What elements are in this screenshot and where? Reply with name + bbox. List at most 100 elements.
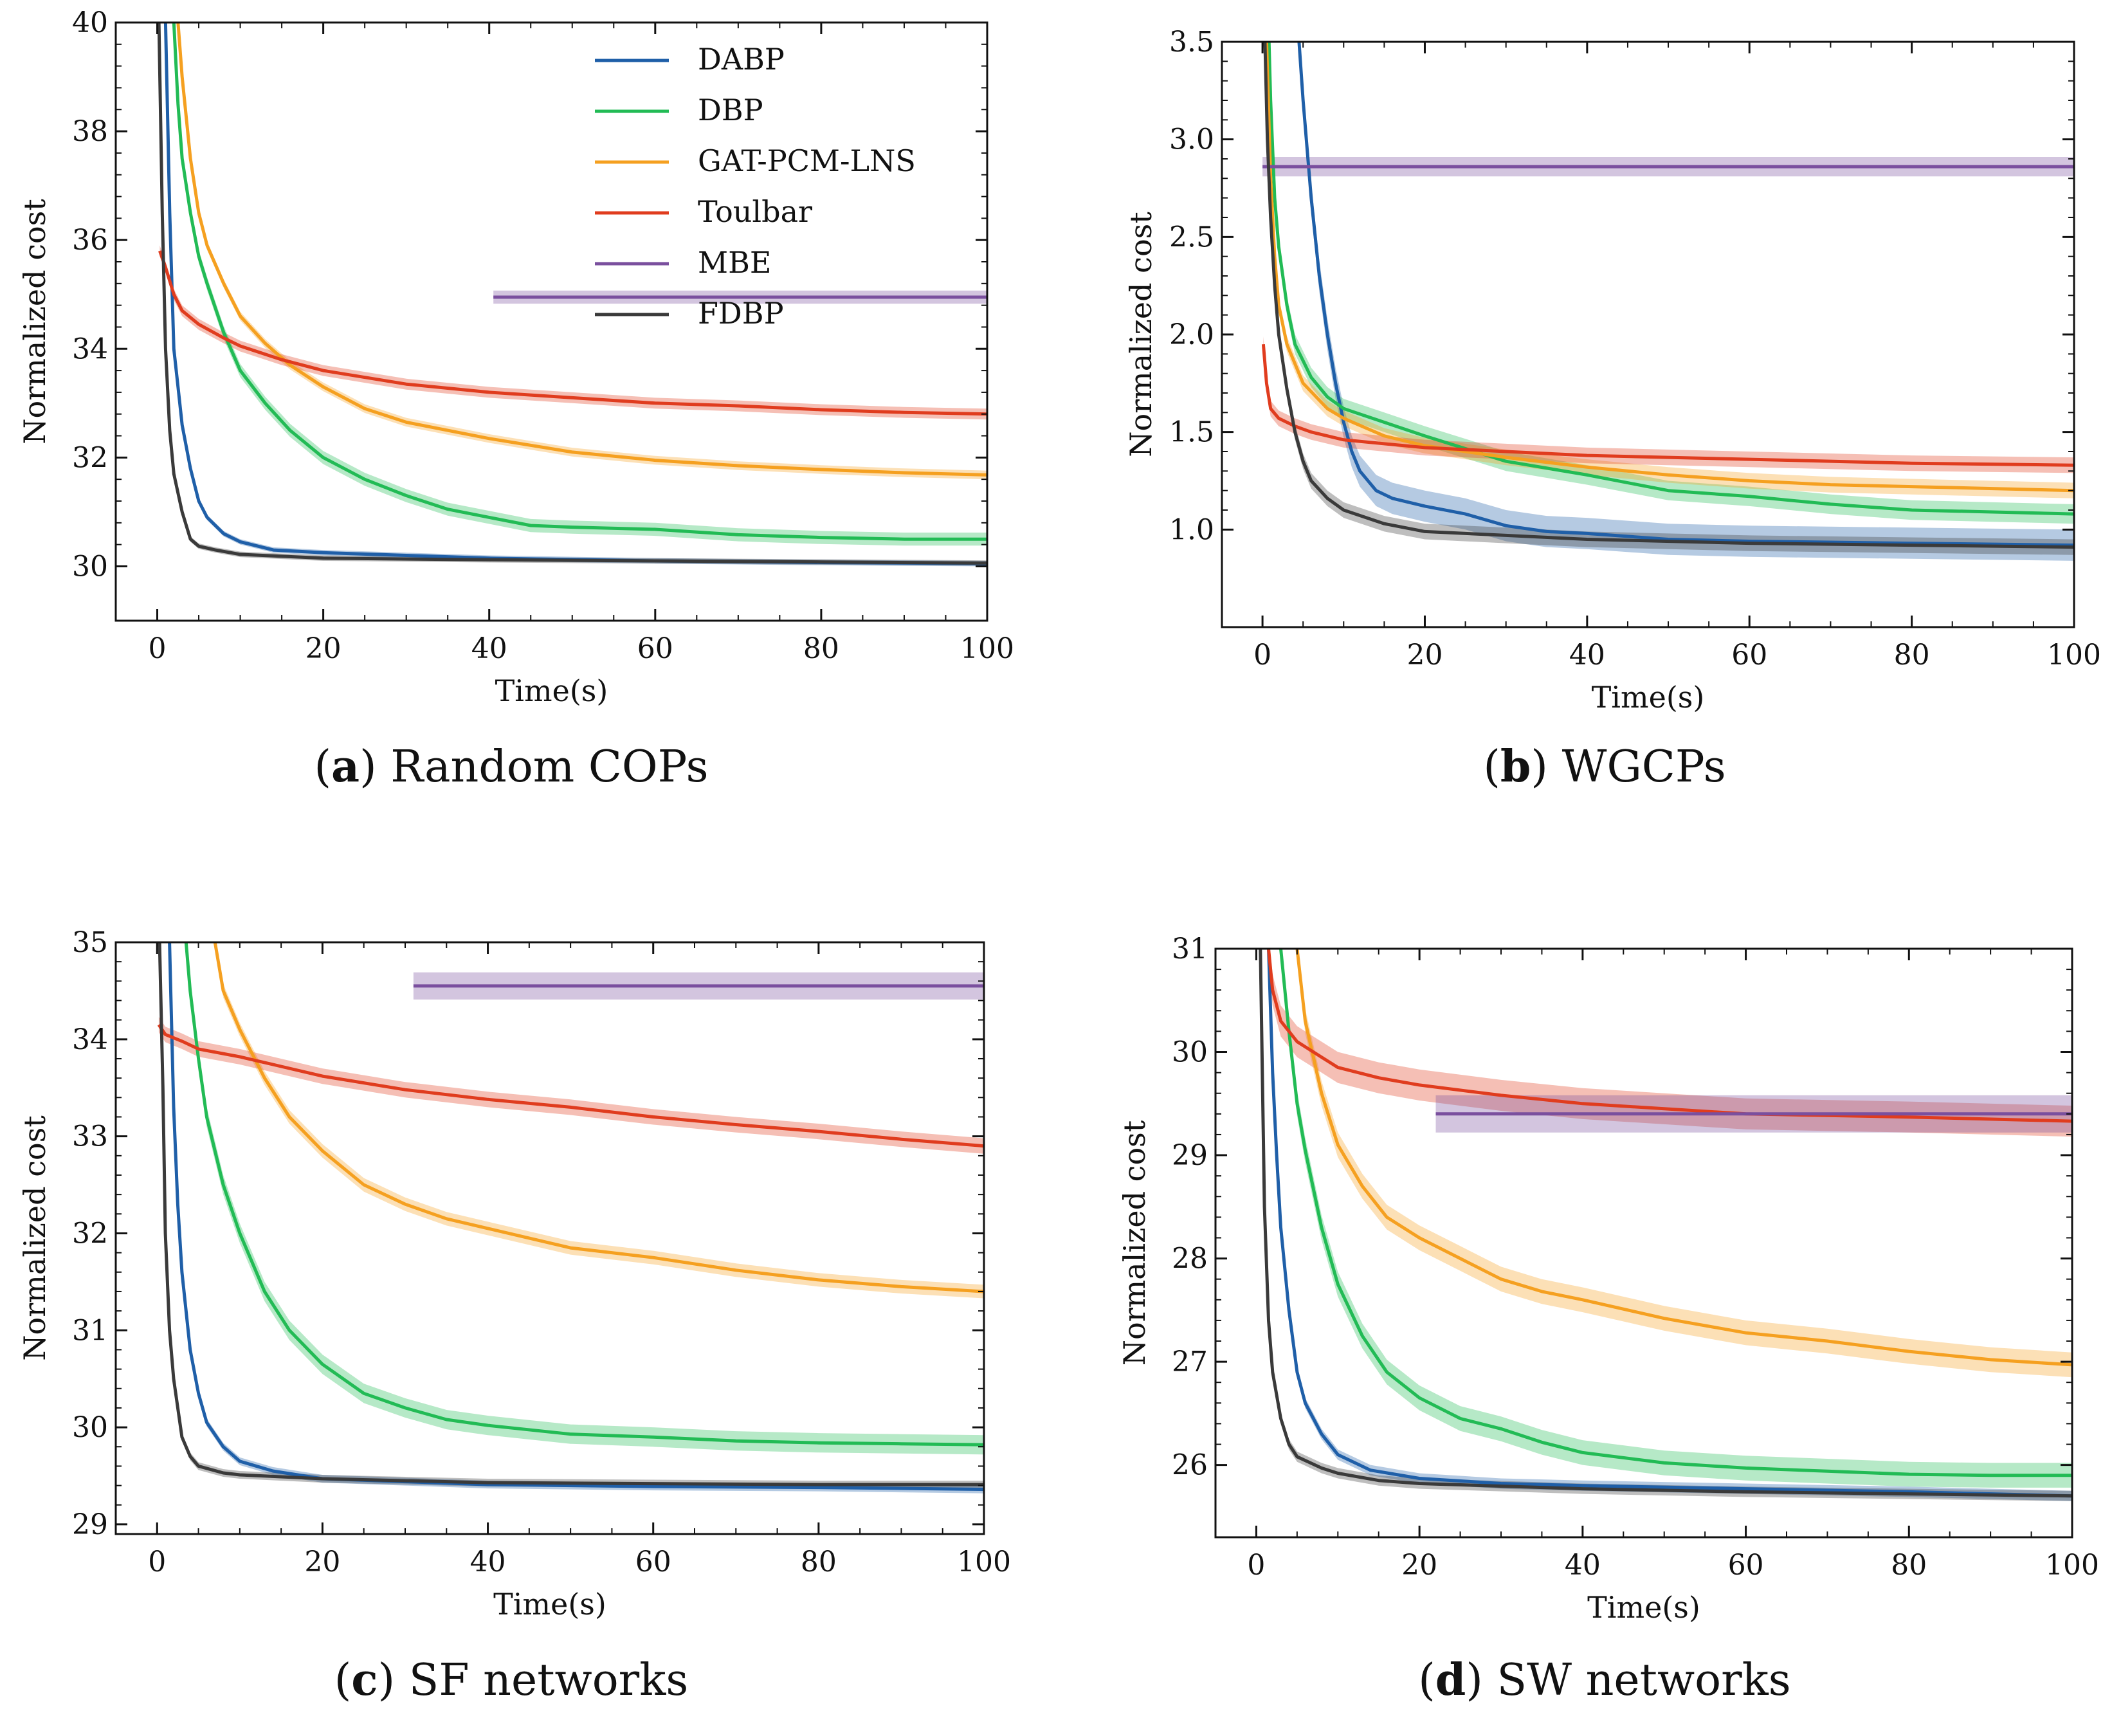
caption-text: WGCPs — [1562, 742, 1726, 792]
series-line-gat-pcm-lns — [176, 23, 987, 477]
panel-caption: (d) SW networks — [1418, 1654, 1790, 1706]
x-tick-label: 60 — [1728, 1549, 1764, 1582]
y-tick-label: 3.5 — [1169, 26, 1214, 59]
x-tick-label: 0 — [148, 1546, 166, 1578]
axes-frame — [114, 21, 988, 622]
x-tick-label: 80 — [803, 632, 839, 665]
legend-label-dabp: DABP — [698, 42, 785, 77]
band-toulbar — [158, 1017, 984, 1154]
series-line-dabp — [1267, 949, 2072, 1498]
x-tick-label: 100 — [957, 1546, 1011, 1578]
y-tick-label: 28 — [1172, 1243, 1208, 1275]
series-line-toulbar — [1261, 343, 2074, 467]
x-tick-label: 80 — [1891, 1549, 1927, 1582]
legend-label-mbe: MBE — [698, 245, 771, 280]
y-tick-label: 2.0 — [1169, 318, 1214, 351]
x-tick-label: 100 — [960, 632, 1014, 665]
x-axis-title: Time(s) — [1587, 1590, 1700, 1625]
plot-area — [1261, 42, 2074, 561]
x-tick-label: 0 — [1253, 639, 1271, 672]
caption-letter: d — [1435, 1654, 1466, 1706]
x-tick-label: 20 — [305, 632, 341, 665]
x-tick-label: 60 — [635, 1546, 671, 1578]
x-axis-title: Time(s) — [1592, 680, 1705, 715]
panel-d: 0 20 40 60 80 100 26 27 28 29 30 31 Time(s) Normalize… — [1117, 933, 2099, 1706]
x-tick-label: 100 — [2045, 1549, 2099, 1582]
series-line-fdbp — [157, 23, 987, 565]
band-dbp — [186, 942, 984, 1455]
y-axis-title: Normalized cost — [17, 199, 52, 444]
series-line-fdbp — [158, 942, 984, 1486]
legend-label-toulbar: Toulbar — [698, 194, 812, 229]
y-tick-label: 38 — [72, 115, 108, 148]
band-toulbar — [1268, 949, 2072, 1137]
band-dbp — [174, 23, 987, 546]
caption-text: SW networks — [1497, 1655, 1791, 1706]
plot-area — [1259, 949, 2072, 1501]
y-tick-label: 35 — [72, 926, 108, 959]
x-axis-title: Time(s) — [493, 1587, 606, 1622]
band-gat-pcm-lns — [215, 942, 984, 1299]
x-tick-label: 80 — [1894, 639, 1930, 672]
series-line-gat-pcm-lns — [1264, 42, 2074, 493]
y-axis-title: Normalized cost — [17, 1115, 52, 1361]
series-line-toulbar — [157, 1023, 984, 1148]
panel-caption: (c) SF networks — [334, 1654, 689, 1706]
series-line-dabp — [168, 942, 984, 1492]
caption-text: Random COPs — [390, 742, 708, 792]
x-tick-label: 40 — [471, 632, 507, 665]
x-tick-label: 60 — [1731, 639, 1767, 672]
legend-label-gat-pcm-lns: GAT-PCM-LNS — [698, 143, 916, 178]
x-tick-label: 80 — [801, 1546, 837, 1578]
y-tick-label: 31 — [1172, 933, 1208, 965]
caption-letter: a — [331, 741, 360, 792]
y-tick-label: 34 — [72, 333, 108, 365]
x-tick-label: 40 — [470, 1546, 506, 1578]
panel-caption: (b) WGCPs — [1483, 741, 1725, 792]
band-gat-pcm-lns — [1297, 949, 2072, 1378]
y-tick-label: 40 — [72, 6, 108, 39]
y-tick-label: 27 — [1172, 1346, 1208, 1378]
band-dbp — [1280, 949, 2072, 1488]
y-tick-label: 32 — [72, 441, 108, 474]
band-toulbar — [159, 245, 987, 420]
y-tick-label: 30 — [1172, 1036, 1208, 1069]
x-tick-label: 60 — [637, 632, 673, 665]
y-tick-label: 1.5 — [1169, 416, 1214, 449]
caption-letter: b — [1500, 741, 1531, 792]
caption-letter: c — [351, 1654, 378, 1706]
y-tick-label: 26 — [1172, 1449, 1208, 1482]
y-tick-label: 29 — [1172, 1139, 1208, 1172]
y-tick-label: 1.0 — [1169, 513, 1214, 546]
plot-area — [157, 23, 987, 567]
panel-c: 0 20 40 60 80 100 29 30 31 32 33 34 35 Time(s) Normali… — [17, 926, 1011, 1706]
series-line-gat-pcm-lns — [1295, 949, 2072, 1367]
x-tick-label: 20 — [304, 1546, 340, 1578]
y-tick-label: 30 — [72, 550, 108, 583]
x-tick-label: 40 — [1569, 639, 1605, 672]
y-tick-label: 29 — [72, 1508, 108, 1541]
y-tick-label: 36 — [72, 224, 108, 257]
y-axis-title: Normalized cost — [1117, 1120, 1152, 1366]
panel-b: 0 20 40 60 80 100 1.0 1.5 2.0 2.5 3.0 3.5 Time(s) Nor… — [1124, 26, 2101, 792]
series-line-dabp — [1297, 42, 2074, 547]
series-line-fdbp — [1263, 42, 2074, 549]
y-tick-label: 30 — [72, 1411, 108, 1444]
series-line-toulbar — [158, 250, 987, 416]
plot-area — [157, 942, 984, 1494]
y-tick-label: 33 — [72, 1120, 108, 1153]
panel-caption: (a) Random COPs — [314, 741, 708, 792]
y-tick-label: 32 — [72, 1217, 108, 1250]
x-tick-label: 0 — [149, 632, 167, 665]
y-tick-label: 2.5 — [1169, 221, 1214, 253]
band-dabp — [169, 942, 984, 1494]
series-line-dbp — [1267, 42, 2074, 516]
band-fdbp — [159, 942, 984, 1489]
legend-label-dbp: DBP — [698, 93, 763, 127]
x-tick-label: 0 — [1247, 1549, 1265, 1582]
legend: DABP DBP GAT-PCM-LNS Toulbar MBE FDBP — [595, 42, 916, 331]
y-tick-label: 3.0 — [1169, 123, 1214, 156]
axes-frame — [1214, 947, 2073, 1539]
y-axis-title: Normalized cost — [1124, 212, 1158, 457]
